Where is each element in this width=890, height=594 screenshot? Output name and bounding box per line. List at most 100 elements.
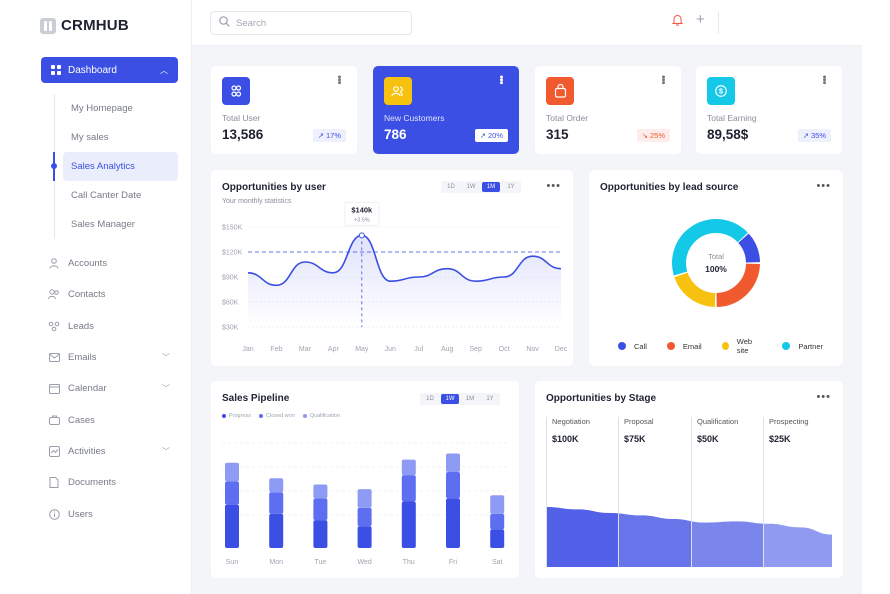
period-1w[interactable]: 1W <box>466 184 476 190</box>
opportunities-by-stage-card: Opportunities by Stage ••• Negotiation $… <box>535 381 843 578</box>
stat-label: Total Order <box>546 113 589 123</box>
subnav-item-sales-analytics[interactable]: Sales Analytics <box>51 152 178 181</box>
stat-card-total-order[interactable]: ••• Total Order 315 ↘ 25% <box>535 66 681 154</box>
trend-value: 20% <box>487 131 503 140</box>
x-tick-label: Sun <box>226 559 239 566</box>
y-tick-label: $150K <box>222 225 243 232</box>
stat-label: Total User <box>222 113 261 123</box>
opportunities-by-lead-source-card: Opportunities by lead source ••• Total 10… <box>589 170 843 366</box>
area-chart <box>546 481 832 567</box>
bar-segment <box>225 462 239 482</box>
stage-column: Prospecting $25K <box>763 417 809 567</box>
bar-chart: Sun Mon Tue Wed Thu Fri Sat <box>222 442 509 566</box>
stage-value: $100K <box>552 434 579 444</box>
x-tick-label: Jan <box>242 346 253 353</box>
more-icon[interactable]: ••• <box>546 180 561 192</box>
legend-label: Progress <box>229 413 252 419</box>
period-1w[interactable]: 1W <box>441 394 459 404</box>
period-selector: 1D 1W 1M 1Y <box>420 393 500 405</box>
x-tick-label: Tue <box>314 559 326 566</box>
subnav-item-sales-manager[interactable]: Sales Manager <box>71 219 135 230</box>
more-icon[interactable]: ••• <box>657 75 669 84</box>
shopping-bag-icon <box>546 77 574 105</box>
period-1m[interactable]: 1M <box>465 396 475 402</box>
bar-segment <box>401 475 416 502</box>
legend-label: Qualification <box>309 413 341 419</box>
sidebar-item-label: Documents <box>68 477 117 489</box>
subnav-item-call-canter-date[interactable]: Call Canter Date <box>71 190 142 201</box>
stage-name: Proposal <box>624 417 654 426</box>
stage-value: $75K <box>624 434 646 444</box>
bell-icon[interactable] <box>671 14 684 29</box>
bar-segment <box>357 507 372 527</box>
line-area-fill <box>248 235 561 327</box>
sidebar-item-activities[interactable]: Activities ﹀ <box>48 436 178 467</box>
sidebar-item-users[interactable]: Users <box>48 498 178 529</box>
search-input[interactable] <box>236 17 396 29</box>
bar-segment <box>446 453 460 473</box>
period-1d[interactable]: 1D <box>447 184 455 190</box>
sidebar-item-dashboard[interactable]: Dashboard ︿ <box>41 57 178 83</box>
cases-icon <box>48 414 60 426</box>
legend-label: Closed won <box>266 413 295 419</box>
users-group-icon <box>222 77 250 105</box>
sidebar-item-documents[interactable]: Documents <box>48 467 178 498</box>
period-1y[interactable]: 1Y <box>507 184 515 190</box>
highlight-point <box>358 232 365 239</box>
more-icon[interactable]: ••• <box>816 391 831 403</box>
sidebar-item-contacts[interactable]: Contacts <box>48 279 178 310</box>
period-1y[interactable]: 1Y <box>486 396 494 402</box>
trend-badge: ↗ 20% <box>474 129 508 142</box>
stat-card-total-user[interactable]: ••• Total User 13,586 ↗ 17% <box>211 66 357 154</box>
tooltip-change: +3.5% <box>354 217 370 223</box>
subnav-item-my-homepage[interactable]: My Homepage <box>71 103 133 114</box>
more-icon[interactable]: ••• <box>495 75 507 84</box>
bar-segment <box>357 526 372 548</box>
card-title: Opportunities by lead source <box>600 182 739 193</box>
logo[interactable]: CRMHUB <box>40 17 129 34</box>
more-icon[interactable]: ••• <box>333 75 345 84</box>
search-icon <box>219 14 230 32</box>
donut-slice <box>672 219 760 307</box>
subnav-item-my-sales[interactable]: My sales <box>71 132 109 143</box>
main-content: ••• Total User 13,586 ↗ 17% ••• New Custo… <box>192 46 862 594</box>
search-box[interactable] <box>210 11 412 35</box>
trend-down-icon: ↘ <box>641 131 648 140</box>
opportunities-by-user-card: Opportunities by user Your monthly stati… <box>211 170 573 366</box>
x-tick-label: Fri <box>449 559 458 566</box>
donut-slice <box>672 219 760 307</box>
period-1m[interactable]: 1M <box>482 182 500 192</box>
bar-segment <box>225 481 239 505</box>
sidebar-item-calendar[interactable]: Calendar ﹀ <box>48 373 178 404</box>
sidebar-item-emails[interactable]: Emails ﹀ <box>48 342 178 373</box>
legend-item: Partner <box>782 342 823 351</box>
sidebar-item-cases[interactable]: Cases <box>48 404 178 435</box>
x-tick-label: Dec <box>555 346 568 353</box>
more-icon[interactable]: ••• <box>816 180 831 192</box>
dashboard-subnav: My Homepage My sales Sales Analytics Cal… <box>51 94 178 239</box>
more-icon[interactable]: ••• <box>818 75 830 84</box>
sidebar-item-label: Leads <box>68 320 94 332</box>
x-tick-label: Feb <box>270 346 282 353</box>
sidebar-item-label: Contacts <box>68 289 106 301</box>
donut-legend: Call Email Web site Partner <box>618 337 843 355</box>
sidebar-item-accounts[interactable]: Accounts <box>48 248 178 279</box>
period-1d[interactable]: 1D <box>426 396 434 402</box>
period-selector: 1D 1W 1M 1Y <box>441 181 521 193</box>
plus-icon[interactable]: + <box>696 11 705 28</box>
bar-segment <box>490 529 505 548</box>
document-icon <box>48 477 60 489</box>
bar-segment <box>313 484 328 499</box>
x-tick-label: Thu <box>403 559 415 566</box>
legend-item: Web site <box>721 337 763 355</box>
sidebar-item-leads[interactable]: Leads <box>48 311 178 342</box>
stage-name: Negotiation <box>552 417 590 426</box>
legend-swatch <box>666 342 675 350</box>
stat-value: 315 <box>546 127 569 142</box>
card-subtitle: Your monthly statistics <box>222 198 292 205</box>
stage-band <box>691 481 763 567</box>
stat-card-new-customers[interactable]: ••• New Customers 786 ↗ 20% <box>373 66 519 154</box>
stat-card-total-earning[interactable]: $ ••• Total Earning 89,58$ ↗ 35% <box>696 66 842 154</box>
bar-segment <box>269 478 284 493</box>
stage-column: Qualification $50K <box>691 417 738 567</box>
